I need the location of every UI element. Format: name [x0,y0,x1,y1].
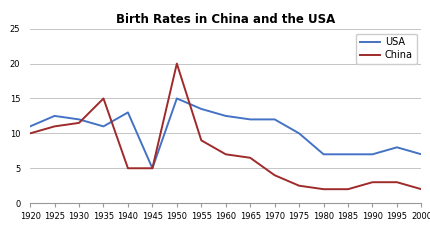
China [272,174,277,177]
Line: USA: USA [30,98,421,168]
China [248,156,253,159]
USA [345,153,350,156]
China [77,121,82,124]
China [321,188,326,191]
China [199,139,204,142]
Legend: USA, China: USA, China [356,33,417,64]
USA [28,125,33,128]
Title: Birth Rates in China and the USA: Birth Rates in China and the USA [116,13,335,26]
USA [248,118,253,121]
China [223,153,228,156]
China [297,184,302,187]
USA [77,118,82,121]
China [174,62,179,65]
China [150,167,155,170]
USA [126,111,131,114]
USA [223,114,228,117]
China [370,181,375,184]
China [394,181,399,184]
China [101,97,106,100]
China [126,167,131,170]
USA [199,108,204,110]
USA [370,153,375,156]
USA [150,167,155,170]
China [419,188,424,191]
USA [174,97,179,100]
USA [419,153,424,156]
USA [394,146,399,149]
China [52,125,57,128]
USA [52,114,57,117]
USA [297,132,302,135]
USA [272,118,277,121]
USA [321,153,326,156]
Line: China: China [30,64,421,189]
China [345,188,350,191]
China [28,132,33,135]
USA [101,125,106,128]
